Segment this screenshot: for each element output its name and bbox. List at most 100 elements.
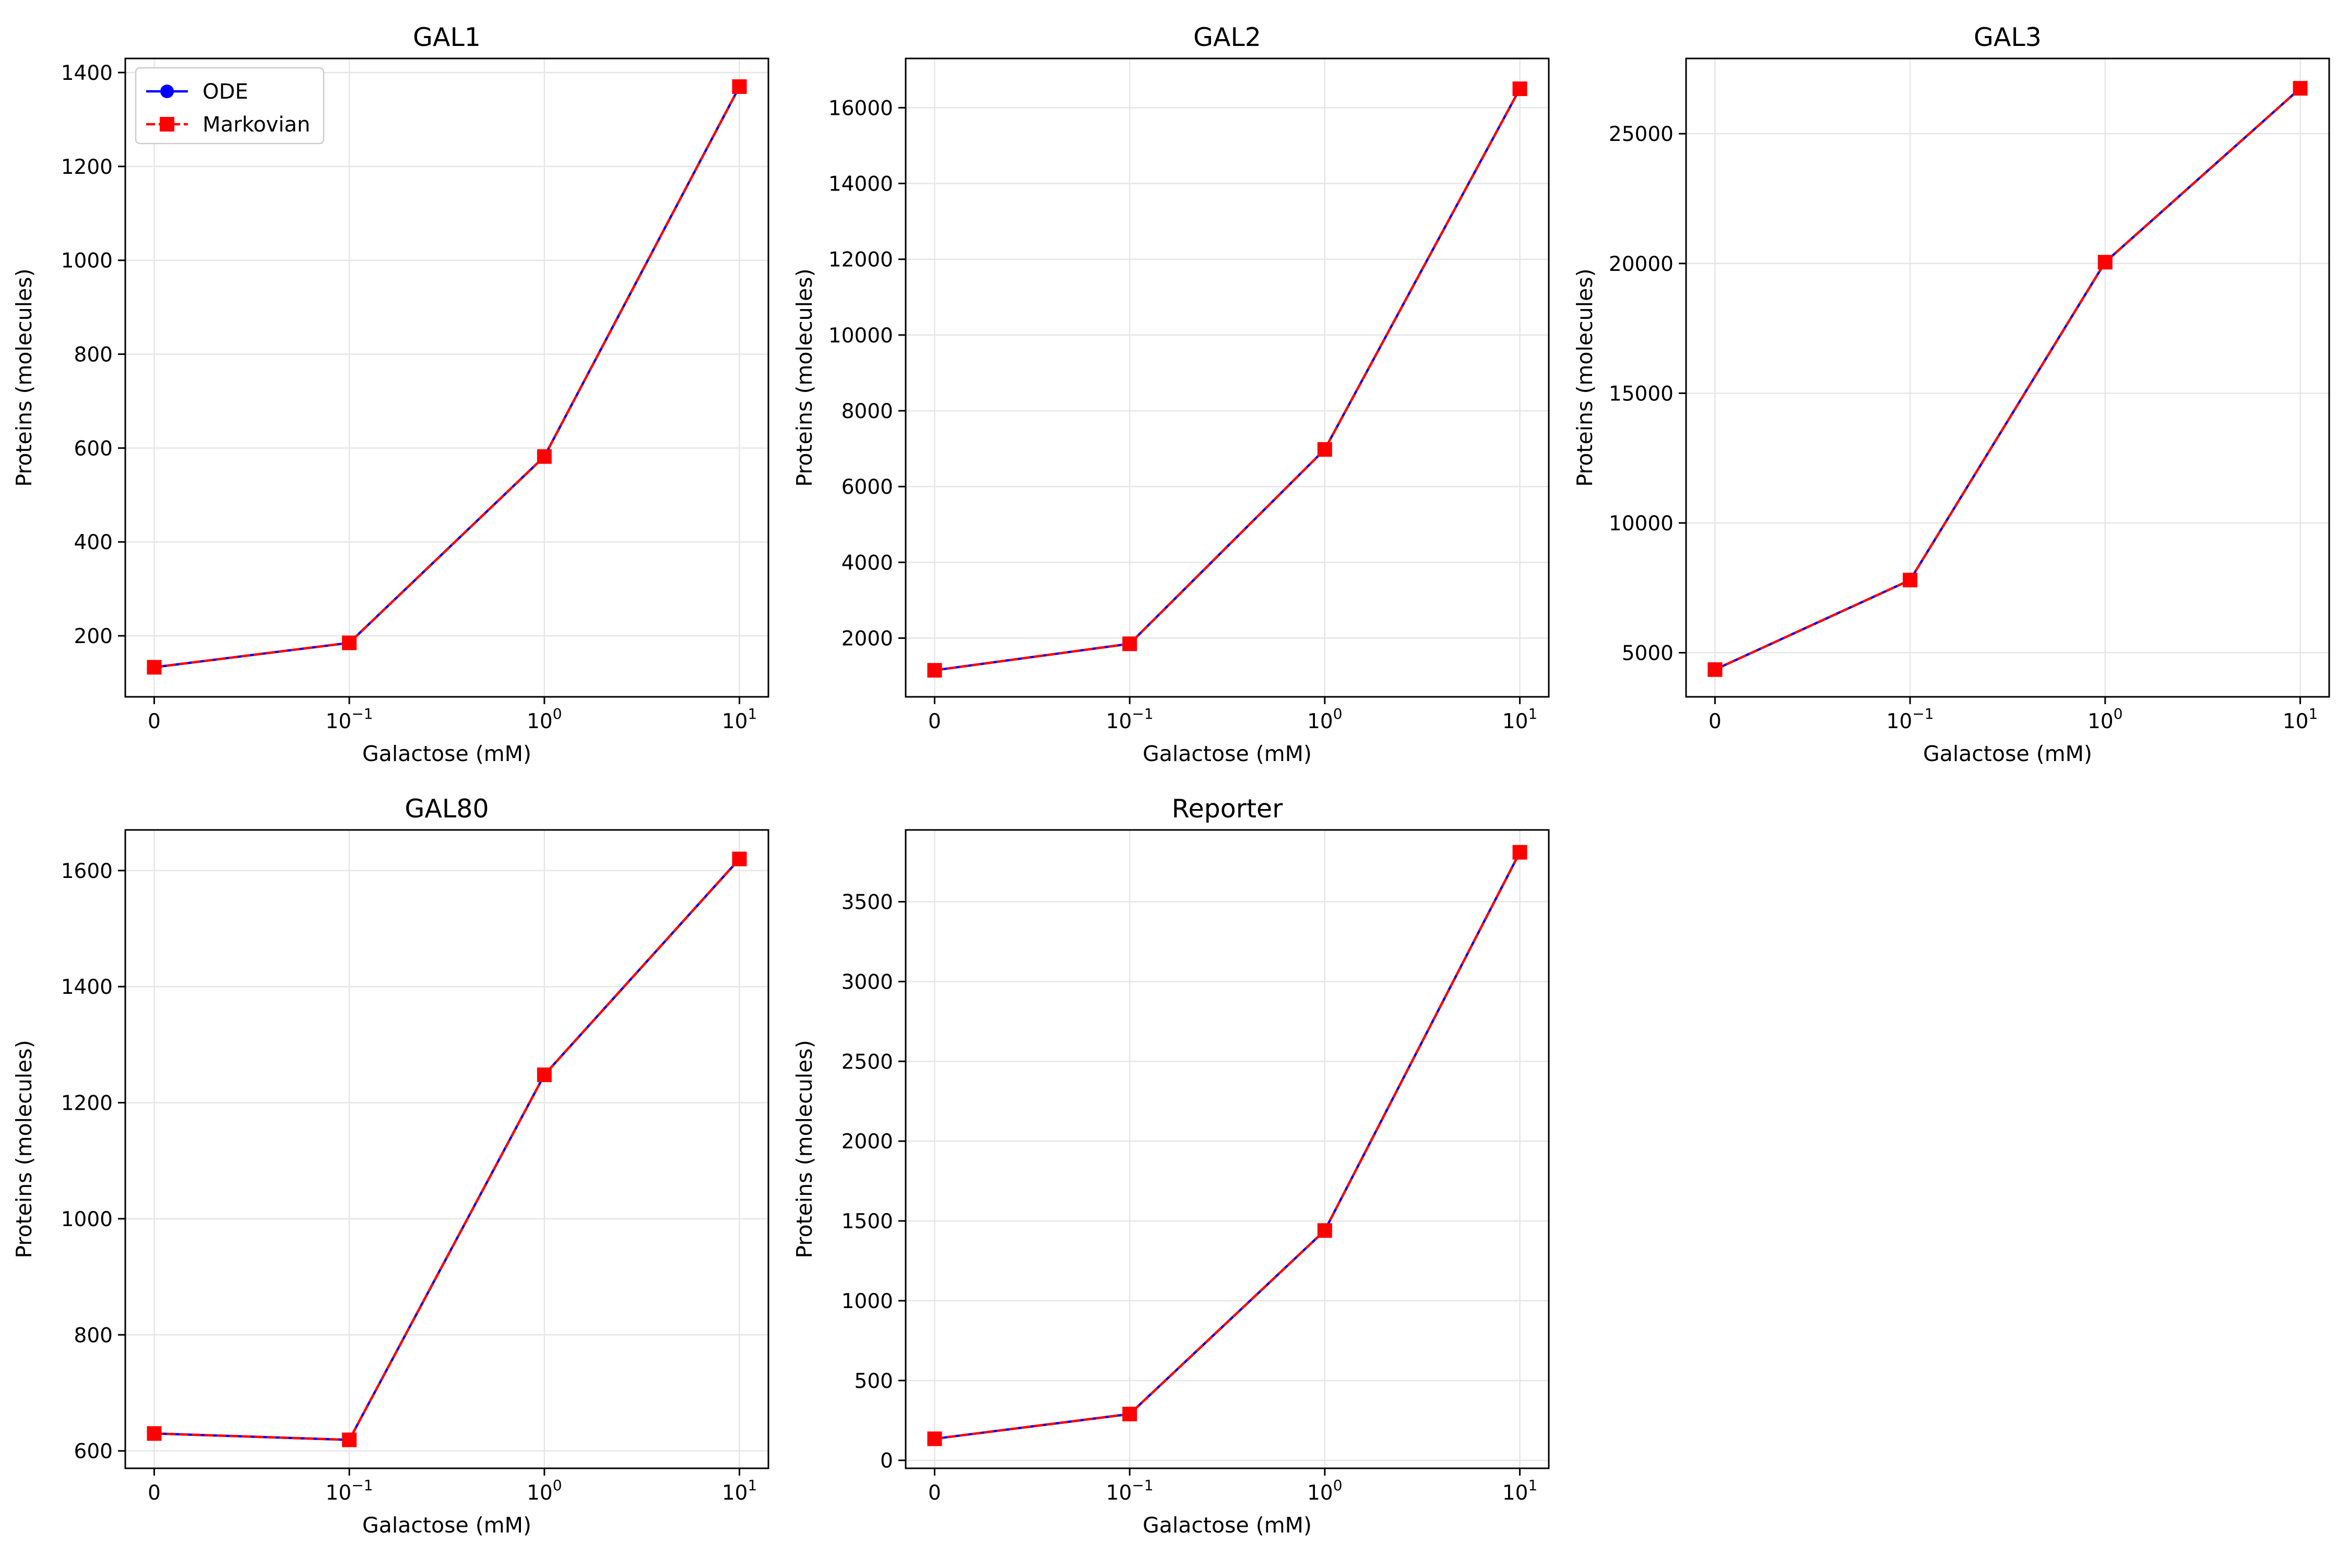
x-tick-label: 101: [1502, 705, 1537, 733]
y-tick-label: 6000: [841, 476, 893, 499]
axes-frame: [905, 57, 1550, 698]
x-tick-label: 10−1: [326, 705, 373, 733]
series-line-markovian: [154, 858, 741, 1441]
x-tick-label: 0: [1709, 710, 1722, 733]
y-tick-label: 1500: [841, 1210, 893, 1233]
chart-title: Reporter: [1172, 794, 1284, 824]
data-point-markovian: [927, 1431, 942, 1446]
x-axis-label: Galactose (mM): [362, 741, 531, 766]
y-tick-label: 20000: [1609, 253, 1674, 276]
y-tick-label: 12000: [828, 248, 893, 272]
x-tick-label: 101: [2283, 705, 2318, 733]
subplot-gal3: 0 10−1 100 101 5000 10000 15000 20000 25000 GAL3 G…: [1572, 22, 2330, 766]
y-tick-label: 3500: [841, 891, 893, 914]
data-point-markovian: [537, 1067, 552, 1083]
y-tick-label: 16000: [828, 97, 893, 120]
y-axis-label: Proteins (molecules): [792, 1040, 817, 1258]
x-tick-label: 100: [527, 1477, 562, 1505]
x-axis-label: Galactose (mM): [362, 1513, 531, 1538]
subplot-gal2: 0 10−1 100 101 2000 4000 6000 8000 10000 12000 140…: [792, 22, 1550, 766]
chart-title: GAL1: [413, 22, 481, 52]
subplot-gal80: 0 10−1 100 101 600 800 1000 1200 1400 1600 GAL80 Ga…: [11, 794, 769, 1538]
y-tick-label: 10000: [1609, 512, 1674, 536]
y-tick-label: 800: [74, 1324, 113, 1347]
y-tick-label: 1600: [61, 860, 113, 883]
y-axis-label: Proteins (molecules): [11, 268, 37, 486]
y-tick-label: 15000: [1609, 382, 1674, 406]
x-tick-label: 100: [2087, 705, 2122, 733]
data-point-markovian: [732, 851, 747, 866]
series-line-ode: [934, 88, 1521, 672]
y-tick-label: 2000: [841, 1130, 893, 1154]
data-point-markovian: [342, 635, 357, 650]
y-tick-label: 2500: [841, 1050, 893, 1074]
series-line-ode: [154, 858, 741, 1441]
y-axis-label: Proteins (molecules): [1572, 268, 1597, 486]
x-tick-label: 0: [928, 1481, 941, 1505]
axes-frame: [124, 829, 769, 1469]
y-tick-label: 5000: [1622, 642, 1674, 665]
legend-label-markovian: Markovian: [203, 113, 310, 137]
x-tick-label: 0: [148, 1481, 161, 1505]
x-tick-label: 100: [1307, 1477, 1342, 1505]
series-line-markovian: [934, 851, 1521, 1440]
y-tick-label: 1400: [61, 62, 113, 85]
y-tick-label: 25000: [1609, 123, 1674, 146]
y-tick-label: 1200: [61, 156, 113, 179]
x-tick-label: 100: [1307, 705, 1342, 733]
legend-box: [135, 67, 325, 145]
legend-label-ode: ODE: [203, 80, 248, 104]
data-point-markovian: [2293, 81, 2308, 96]
x-tick-label: 101: [1502, 1477, 1537, 1505]
data-point-markovian: [1122, 1407, 1137, 1422]
axes-frame: [1685, 57, 2330, 698]
y-tick-label: 400: [74, 531, 113, 554]
chart-title: GAL2: [1193, 22, 1261, 52]
y-tick-label: 500: [855, 1370, 893, 1393]
data-point-markovian: [147, 1426, 162, 1441]
series-line-markovian: [154, 86, 741, 669]
x-tick-label: 101: [722, 705, 757, 733]
chart-title: GAL3: [1974, 22, 2042, 52]
data-point-markovian: [1512, 81, 1527, 97]
y-tick-label: 1200: [61, 1092, 113, 1115]
y-axis-label: Proteins (molecules): [11, 1040, 37, 1258]
data-point-markovian: [1122, 636, 1137, 651]
data-point-markovian: [1707, 662, 1723, 677]
data-point-markovian: [1512, 845, 1527, 860]
y-tick-label: 10000: [828, 324, 893, 348]
data-point-markovian: [1903, 573, 1918, 588]
axes-frame: [124, 57, 769, 698]
axes-frame: [905, 829, 1550, 1469]
y-tick-label: 600: [74, 1440, 113, 1464]
y-tick-label: 1000: [61, 250, 113, 273]
y-tick-label: 200: [74, 625, 113, 648]
x-tick-label: 0: [148, 710, 161, 733]
x-tick-label: 10−1: [326, 1477, 373, 1505]
x-tick-label: 0: [928, 710, 941, 733]
legend-marker-ode: [160, 85, 174, 98]
data-point-markovian: [2097, 255, 2113, 270]
y-tick-label: 800: [74, 343, 113, 367]
x-axis-label: Galactose (mM): [1143, 1513, 1312, 1538]
y-tick-label: 600: [74, 437, 113, 460]
data-point-markovian: [342, 1432, 357, 1447]
x-tick-label: 10−1: [1887, 705, 1934, 733]
x-axis-label: Galactose (mM): [1923, 741, 2092, 766]
y-tick-label: 4000: [841, 551, 893, 575]
y-tick-label: 0: [880, 1450, 893, 1473]
series-line-markovian: [934, 88, 1521, 672]
y-axis-label: Proteins (molecules): [792, 268, 817, 486]
data-point-markovian: [927, 663, 942, 678]
y-tick-label: 14000: [828, 173, 893, 196]
series-line-ode: [154, 86, 741, 669]
y-tick-label: 1000: [841, 1290, 893, 1313]
data-point-markovian: [147, 660, 162, 675]
legend: ODE Markovian: [135, 67, 325, 145]
x-tick-label: 100: [527, 705, 562, 733]
legend-marker-markovian: [160, 117, 174, 132]
series-line-ode: [934, 851, 1521, 1440]
data-point-markovian: [1317, 442, 1332, 457]
